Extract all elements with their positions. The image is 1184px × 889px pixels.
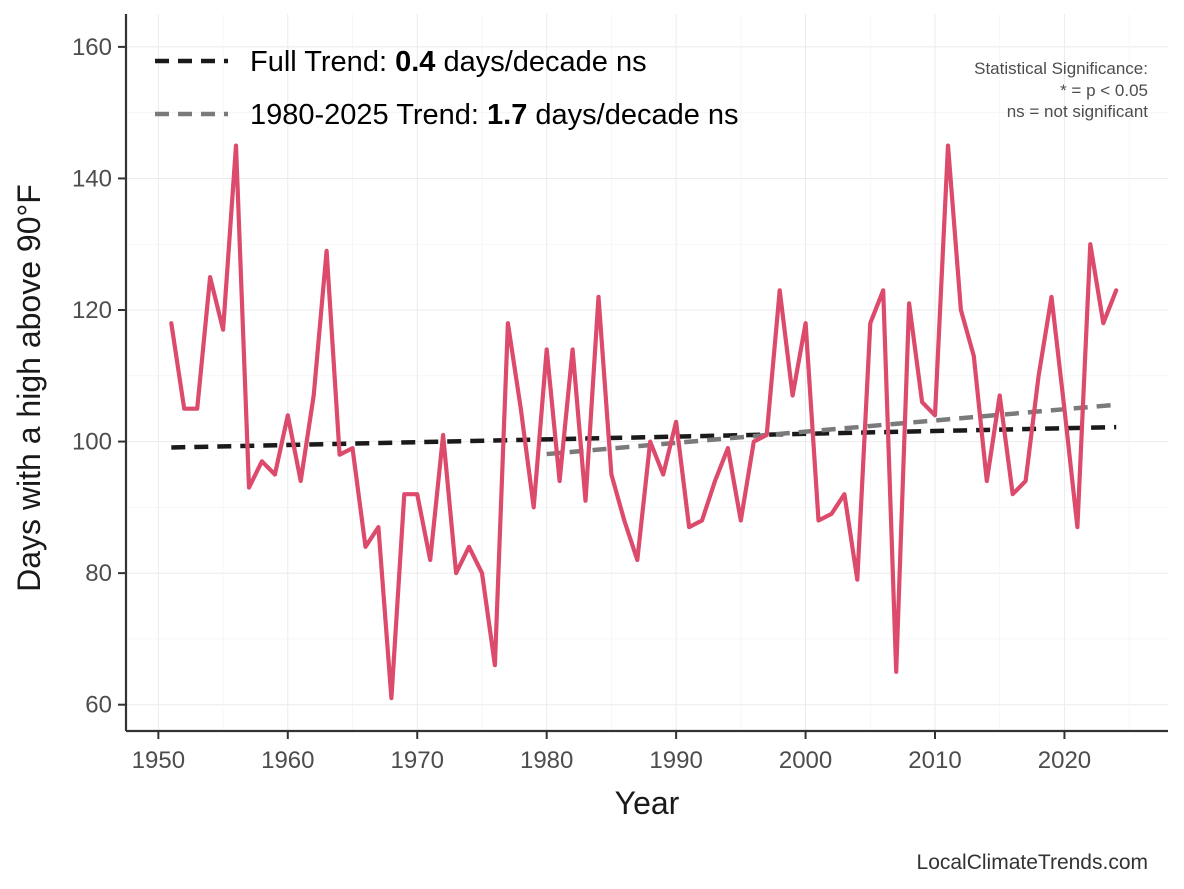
- x-tick-label: 2020: [1038, 747, 1091, 774]
- legend-1980-trend-suffix: days/decade ns: [527, 99, 738, 131]
- significance-star-note: * = p < 0.05: [1060, 81, 1148, 100]
- x-axis-title: Year: [615, 785, 680, 821]
- x-tick-label: 2000: [779, 747, 832, 774]
- legend-full-trend-prefix: Full Trend:: [250, 46, 395, 78]
- x-tick-label: 1990: [649, 747, 702, 774]
- y-axis-title: Days with a high above 90°F: [11, 184, 47, 592]
- trend-lines: [171, 402, 1117, 457]
- x-tick-label: 2010: [908, 747, 961, 774]
- y-tick-label: 160: [72, 34, 112, 61]
- y-tick-label: 80: [85, 560, 112, 587]
- significance-title: Statistical Significance:: [974, 59, 1148, 78]
- y-tick-label: 140: [72, 165, 112, 192]
- legend-1980-trend-prefix: 1980-2025 Trend:: [250, 99, 487, 131]
- recent-trend-line: [546, 402, 1117, 457]
- axes: [124, 14, 1168, 733]
- legend-full-trend-value: 0.4: [395, 46, 435, 78]
- series-lines: [169, 143, 1119, 701]
- legend: Full Trend: 0.4 days/decade ns 1980-2025…: [155, 46, 739, 131]
- y-tick-label: 100: [72, 429, 112, 456]
- significance-ns-note: ns = not significant: [1007, 102, 1149, 121]
- legend-1980-trend-value: 1.7: [487, 99, 527, 131]
- x-tick-label: 1950: [132, 747, 185, 774]
- ticks: 60 80 100 120 140 160 1950 1960 1970 1980 1990 2000…: [72, 34, 1091, 774]
- x-tick-label: 1970: [391, 747, 444, 774]
- y-tick-label: 120: [72, 297, 112, 324]
- legend-full-trend-suffix: days/decade ns: [435, 46, 646, 78]
- significance-note: Statistical Significance: * = p < 0.05 n…: [974, 59, 1148, 121]
- legend-entry-full-trend: Full Trend: 0.4 days/decade ns: [250, 46, 647, 78]
- y-tick-label: 60: [85, 692, 112, 719]
- full-trend-line: [171, 424, 1117, 450]
- source-credit: LocalClimateTrends.com: [917, 851, 1148, 874]
- x-tick-label: 1980: [520, 747, 573, 774]
- days-above-90-series-line: [169, 143, 1119, 701]
- x-tick-label: 1960: [261, 747, 314, 774]
- grid: [126, 14, 1168, 731]
- legend-entry-1980-trend: 1980-2025 Trend: 1.7 days/decade ns: [250, 99, 739, 131]
